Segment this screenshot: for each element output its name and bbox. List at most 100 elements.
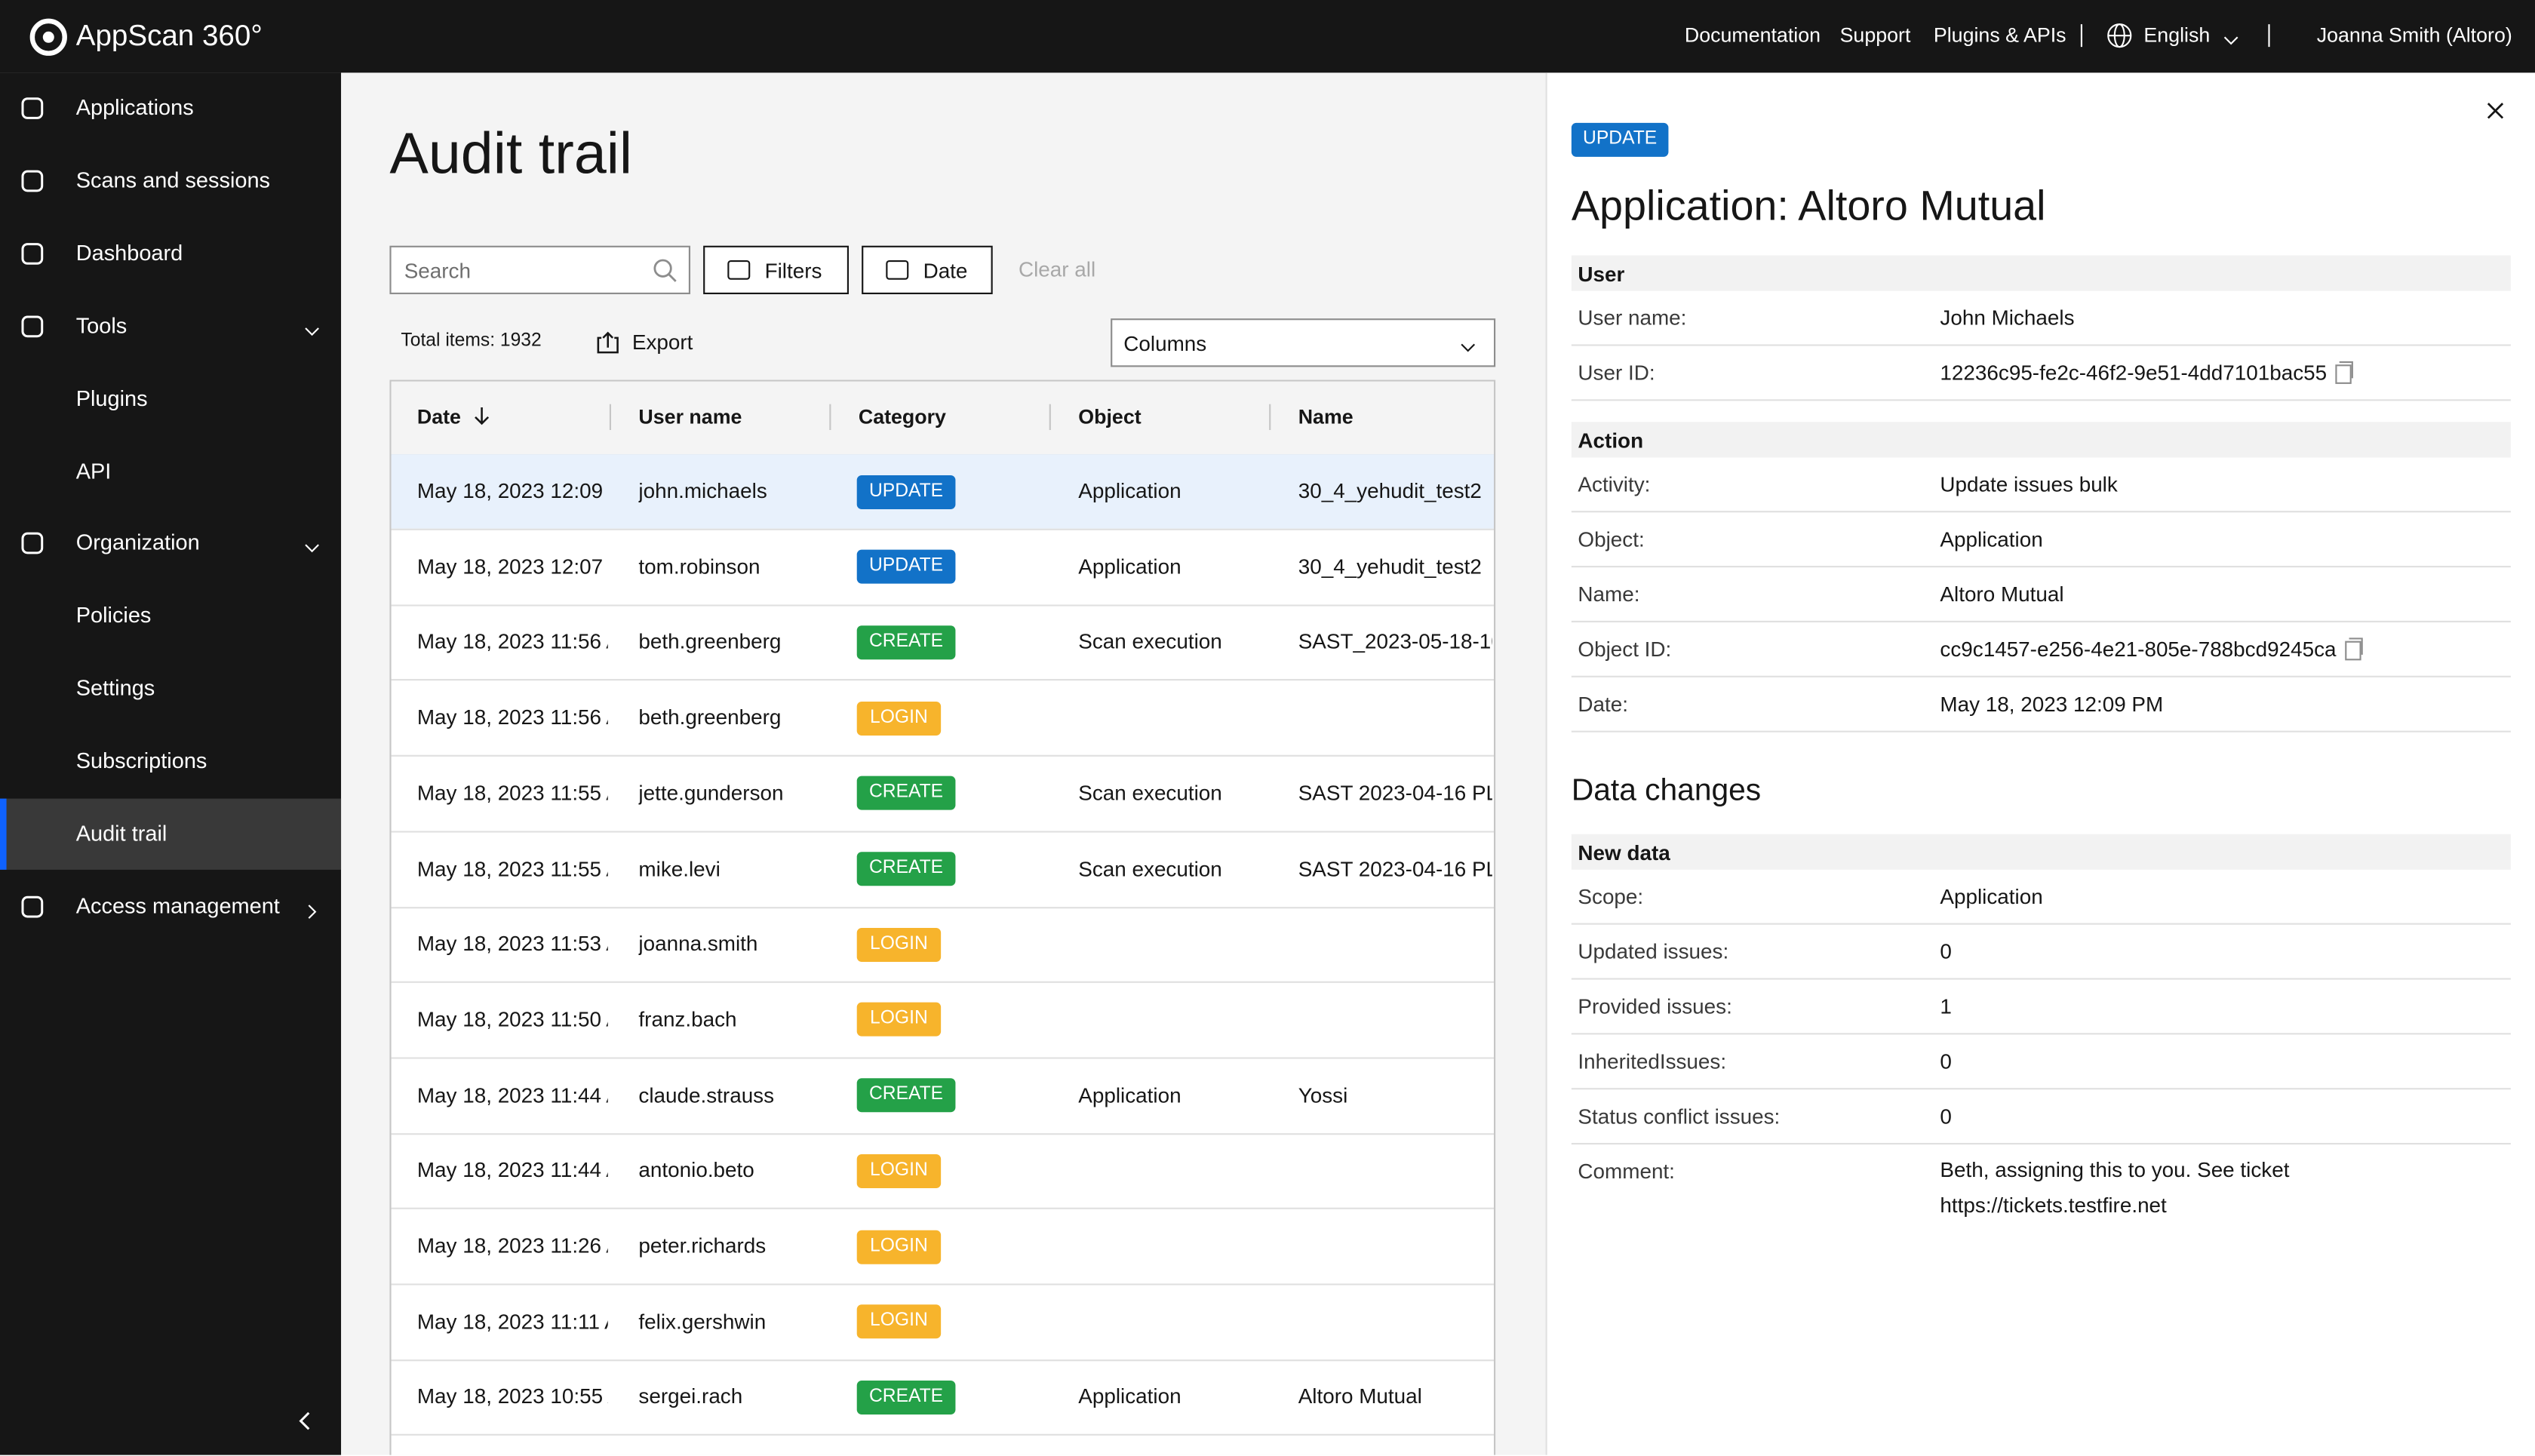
search-input[interactable]: Search [389, 245, 690, 294]
detail-value: John Michaels [1940, 306, 2075, 330]
table-cell[interactable]: Altoro Mutual [1298, 1384, 1422, 1409]
nav-item[interactable]: API [75, 458, 112, 483]
nav-item[interactable]: Tools [75, 313, 128, 338]
nav-item[interactable]: Scans and sessions [75, 167, 271, 192]
table-cell[interactable]: SAST 2023-04-16 PL [1298, 855, 1492, 880]
table-cell[interactable]: mike.levi [638, 855, 721, 880]
nav-item[interactable]: Organization [75, 530, 200, 555]
logo[interactable]: AppScan 360° [75, 19, 263, 52]
detail-label: Provided issues: [1578, 994, 1732, 1018]
close-button[interactable] [2487, 99, 2505, 119]
table-cell[interactable]: May 18, 2023 10:55 AM [416, 1384, 608, 1409]
table-cell[interactable]: joanna.smith [638, 931, 758, 956]
nav-item[interactable]: Dashboard [75, 240, 183, 265]
table-cell[interactable]: May 18, 2023 11:56 AM [416, 705, 608, 730]
nav-item[interactable]: Settings [75, 676, 155, 701]
table-cell[interactable]: tom.robinson [638, 554, 760, 579]
button-icon [727, 260, 751, 280]
table-cell[interactable]: beth.greenberg [638, 629, 782, 654]
table-cell[interactable]: claude.strauss [638, 1082, 775, 1107]
nav-item[interactable]: Applications [75, 95, 194, 120]
detail-value: cc9c1457-e256-4e21-805e-788bcd9245ca [1940, 637, 2337, 662]
table-cell[interactable]: sergei.rach [638, 1384, 743, 1409]
clear-all[interactable]: Clear all [1019, 256, 1096, 281]
table-cell[interactable]: Scan execution [1078, 780, 1222, 805]
detail-value: May 18, 2023 12:09 PM [1940, 692, 2164, 717]
table-cell[interactable]: Scan execution [1078, 855, 1222, 880]
table-cell[interactable]: May 18, 2023 11:50 AM [416, 1006, 608, 1031]
dropdown-label: Columns [1123, 331, 1207, 356]
header-link[interactable]: Plugins & APIs [1933, 24, 2066, 48]
table-cell[interactable]: jette.gunderson [638, 780, 784, 805]
table-cell[interactable]: 30_4_yehudit_test2 [1298, 478, 1482, 503]
table-cell[interactable]: May 18, 2023 11:56 AM [416, 629, 608, 654]
table-cell[interactable]: Yossi [1298, 1082, 1348, 1107]
row-divider [1571, 675, 2511, 677]
export-button[interactable]: Export [631, 330, 693, 355]
table-cell[interactable]: Scan execution [1078, 629, 1222, 654]
row-divider [391, 754, 1494, 757]
column-header[interactable]: Date [416, 405, 461, 429]
table-cell[interactable]: franz.bach [638, 1006, 737, 1031]
nav-icon [20, 531, 45, 557]
chevron [304, 536, 320, 554]
table-cell[interactable]: peter.richards [638, 1233, 767, 1258]
category-badge: CREATE [856, 776, 956, 811]
header-link[interactable]: Support [1839, 24, 1911, 48]
columns-dropdown[interactable]: Columns [1111, 318, 1496, 367]
detail-value: Beth, assigning this to you. See ticket … [1940, 1157, 2290, 1218]
table-cell[interactable]: May 18, 2023 11:11 AM [416, 1309, 608, 1334]
row-divider [391, 679, 1494, 681]
column-header[interactable]: Object [1078, 405, 1142, 429]
panel-subtitle: Data changes [1571, 774, 1762, 809]
table-cell[interactable]: 30_4_yehudit_test2 [1298, 554, 1482, 579]
sidebar [0, 72, 342, 1455]
table-cell[interactable]: May 18, 2023 12:07 PM [416, 554, 608, 579]
language[interactable]: English [2143, 24, 2211, 48]
toolbar-button[interactable]: Date [862, 245, 993, 294]
column-header[interactable]: User name [638, 405, 742, 429]
total-items: Total items: 1932 [401, 331, 542, 351]
row-divider [391, 981, 1494, 984]
table-cell[interactable]: May 18, 2023 11:53 AM [416, 931, 608, 956]
table-cell[interactable]: beth.greenberg [638, 705, 782, 730]
table-cell[interactable]: felix.gershwin [638, 1309, 767, 1334]
row-divider [391, 1283, 1494, 1286]
row-divider [1571, 566, 2511, 568]
table-cell[interactable]: Application [1078, 1082, 1181, 1107]
table-cell[interactable]: Application [1078, 478, 1181, 503]
table-cell[interactable]: May 18, 2023 12:09 PM [416, 478, 608, 503]
row-divider [1571, 399, 2511, 401]
table-cell[interactable]: May 18, 2023 11:55 AM [416, 780, 608, 805]
table-cell[interactable]: SAST_2023-05-18-10 [1298, 629, 1492, 654]
row-divider [1571, 1088, 2511, 1090]
detail-label: Date: [1578, 692, 1629, 717]
nav-item[interactable]: Plugins [75, 386, 148, 410]
table-cell[interactable]: john.michaels [638, 478, 767, 503]
nav-item[interactable]: Access management [75, 893, 280, 918]
user-menu[interactable]: Joanna Smith (Altoro) [2316, 24, 2512, 48]
toolbar-button[interactable]: Filters [703, 245, 849, 294]
nav-icon [20, 241, 45, 266]
table-cell[interactable]: May 18, 2023 11:26 AM [416, 1233, 608, 1258]
table-cell[interactable]: May 18, 2023 11:44 AM [416, 1157, 608, 1183]
table-cell[interactable]: May 18, 2023 11:55 AM [416, 855, 608, 880]
table-cell[interactable]: antonio.beto [638, 1157, 754, 1183]
table-cell[interactable]: Application [1078, 1384, 1181, 1409]
detail-label: Status conflict issues: [1578, 1104, 1781, 1129]
table-cell[interactable]: SAST 2023-04-16 PL [1298, 780, 1492, 805]
nav-icon [20, 168, 45, 194]
nav-item[interactable]: Subscriptions [75, 748, 207, 773]
column-divider [829, 404, 831, 430]
nav-item[interactable]: Policies [75, 603, 152, 628]
nav-item[interactable]: Audit trail [75, 821, 167, 846]
button-icon [886, 260, 909, 280]
column-header[interactable]: Category [858, 405, 946, 429]
table-cell[interactable]: Application [1078, 554, 1181, 579]
header-link[interactable]: Documentation [1684, 24, 1821, 48]
table-cell[interactable]: May 18, 2023 11:44 AM [416, 1082, 608, 1107]
column-header[interactable]: Name [1298, 405, 1354, 429]
export-icon [597, 331, 619, 354]
detail-value: Update issues bulk [1940, 472, 2118, 496]
